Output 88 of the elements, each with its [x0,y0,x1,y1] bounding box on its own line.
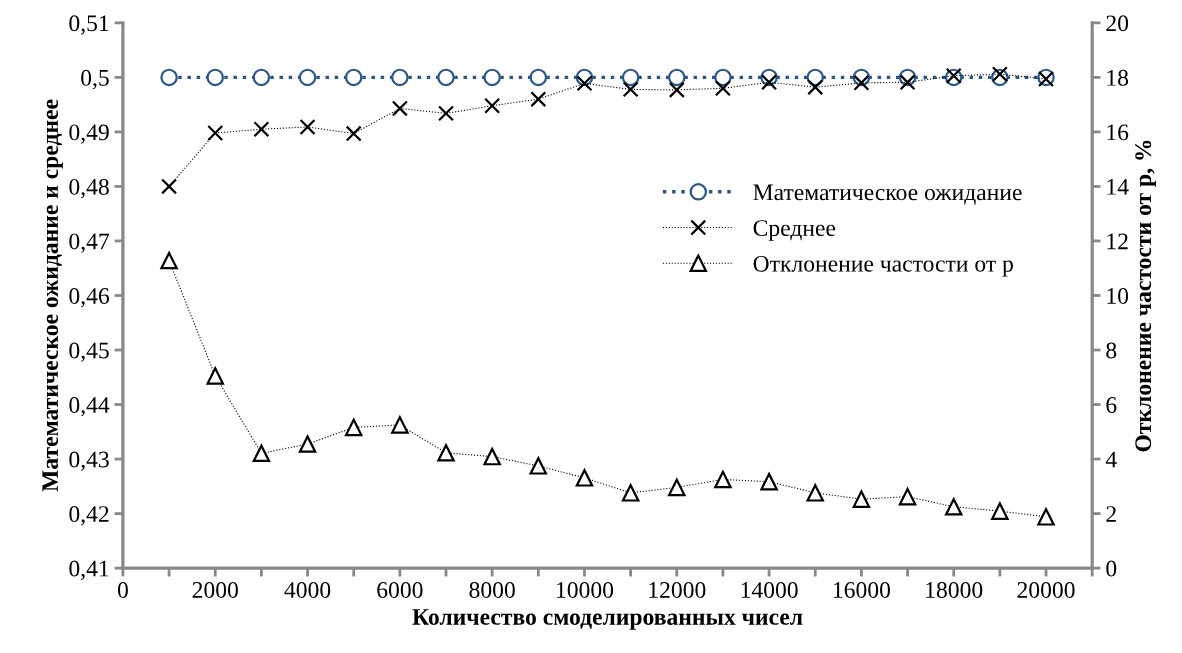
x-tick-label: 16000 [833,581,891,598]
x-tick-label: 4000 [284,581,331,598]
point [484,97,501,114]
point [253,121,270,138]
y-axis-title: Математическое ожидание и среднее [42,99,63,492]
point [529,68,548,87]
point [252,444,271,463]
point [991,66,1008,83]
x-tick-label: 10000 [557,581,614,598]
point [668,81,685,98]
point [437,444,455,462]
y-tick-label: 0,48 [69,178,109,199]
point [576,75,593,92]
y-tick-label: 0,47 [69,233,110,253]
y2-tick-label: 6 [1106,397,1117,413]
y2-tick-label: 10 [1107,287,1129,304]
legend-label: Среднее [753,220,836,241]
point [714,470,732,489]
x-tick-label: 6000 [377,581,423,598]
point [160,68,178,87]
point [483,447,501,466]
point [345,125,362,142]
point [714,80,731,97]
point [761,74,778,91]
point [207,124,224,142]
point [575,469,594,487]
point [391,416,409,434]
point [668,478,686,497]
point [530,91,547,108]
point [807,79,824,96]
y2-tick-label: 18 [1107,69,1129,86]
point [621,68,640,87]
point [298,435,317,453]
point [391,100,408,117]
point [898,487,917,506]
point [391,68,409,87]
point [161,178,178,195]
y2-axis-title: Отклонение частости от p, % [1135,140,1156,452]
x-tick-label: 2000 [192,581,238,598]
point [529,457,548,475]
y-tick-label: 0,46 [69,287,110,308]
y2-tick-label: 12 [1107,233,1128,250]
y-tick-label: 0,44 [69,397,110,417]
point [206,367,224,385]
x-tick-label: 12000 [649,581,706,598]
point [668,68,686,87]
point [299,118,316,136]
point [252,68,271,87]
point [1037,508,1055,526]
point [622,81,639,98]
x-axis-title: Количество смоделированных чисел [412,609,803,630]
point [944,498,963,516]
x-tick-label: 0 [117,581,128,598]
y-tick-label: 0,45 [69,342,109,362]
y2-tick-label: 0 [1106,560,1117,577]
legend-label: Отклонение частости от p [753,255,1013,277]
x-tick-label: 20000 [1017,581,1075,598]
point [160,251,178,270]
point [991,502,1009,520]
y-tick-label: 0,5 [81,69,109,90]
x-tick-label: 14000 [741,581,798,598]
point [344,418,363,437]
y-tick-label: 0,49 [69,124,109,144]
point [298,68,317,87]
point [344,68,363,87]
y2-tick-label: 4 [1105,451,1117,468]
y2-tick-label: 8 [1106,342,1117,359]
point [437,68,455,87]
y-tick-label: 0,43 [69,451,109,471]
y-tick-label: 0,51 [69,15,109,35]
y2-tick-label: 2 [1106,506,1116,522]
y-tick-label: 0,41 [69,560,109,580]
y2-tick-label: 16 [1107,124,1129,141]
point [483,68,501,87]
point [621,484,640,502]
point [437,105,455,122]
y2-tick-label: 14 [1107,179,1129,195]
point [206,68,224,87]
x-tick-label: 18000 [926,581,983,598]
legend-label: Математическое ожидание [753,184,1022,205]
point [760,472,778,491]
point [899,74,916,91]
point [852,490,871,508]
x-tick-label: 8000 [469,581,515,598]
point [806,484,824,502]
point [853,74,870,91]
y2-tick-label: 20 [1106,15,1129,32]
y-tick-label: 0,42 [69,506,109,526]
